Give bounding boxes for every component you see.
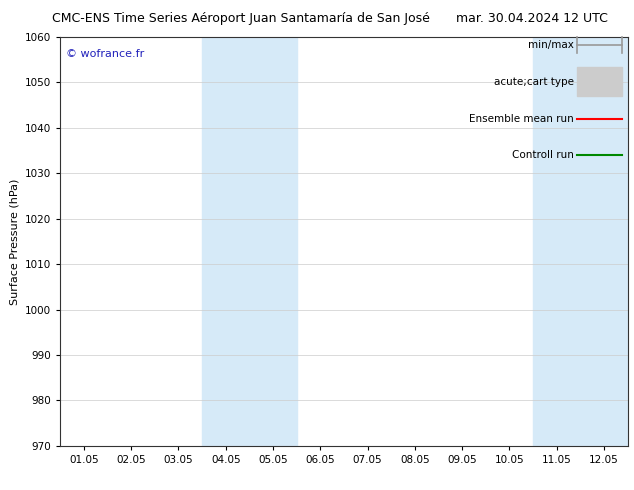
Text: CMC-ENS Time Series Aéroport Juan Santamaría de San José: CMC-ENS Time Series Aéroport Juan Santam… <box>52 12 430 25</box>
Text: Controll run: Controll run <box>512 150 574 160</box>
Bar <box>533 37 628 446</box>
Y-axis label: Surface Pressure (hPa): Surface Pressure (hPa) <box>10 178 20 304</box>
Text: acute;cart type: acute;cart type <box>494 77 574 87</box>
Text: mar. 30.04.2024 12 UTC: mar. 30.04.2024 12 UTC <box>456 12 609 25</box>
Text: © wofrance.fr: © wofrance.fr <box>66 49 144 59</box>
Bar <box>202 37 297 446</box>
Text: Ensemble mean run: Ensemble mean run <box>469 114 574 123</box>
Bar <box>576 68 622 96</box>
Text: min/max: min/max <box>528 40 574 50</box>
